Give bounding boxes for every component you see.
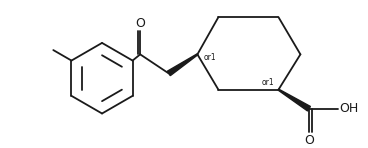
Polygon shape	[278, 89, 311, 111]
Text: or1: or1	[262, 78, 275, 87]
Text: OH: OH	[340, 102, 359, 115]
Text: O: O	[304, 133, 314, 147]
Polygon shape	[167, 54, 198, 76]
Text: O: O	[135, 17, 145, 30]
Text: or1: or1	[204, 53, 217, 62]
